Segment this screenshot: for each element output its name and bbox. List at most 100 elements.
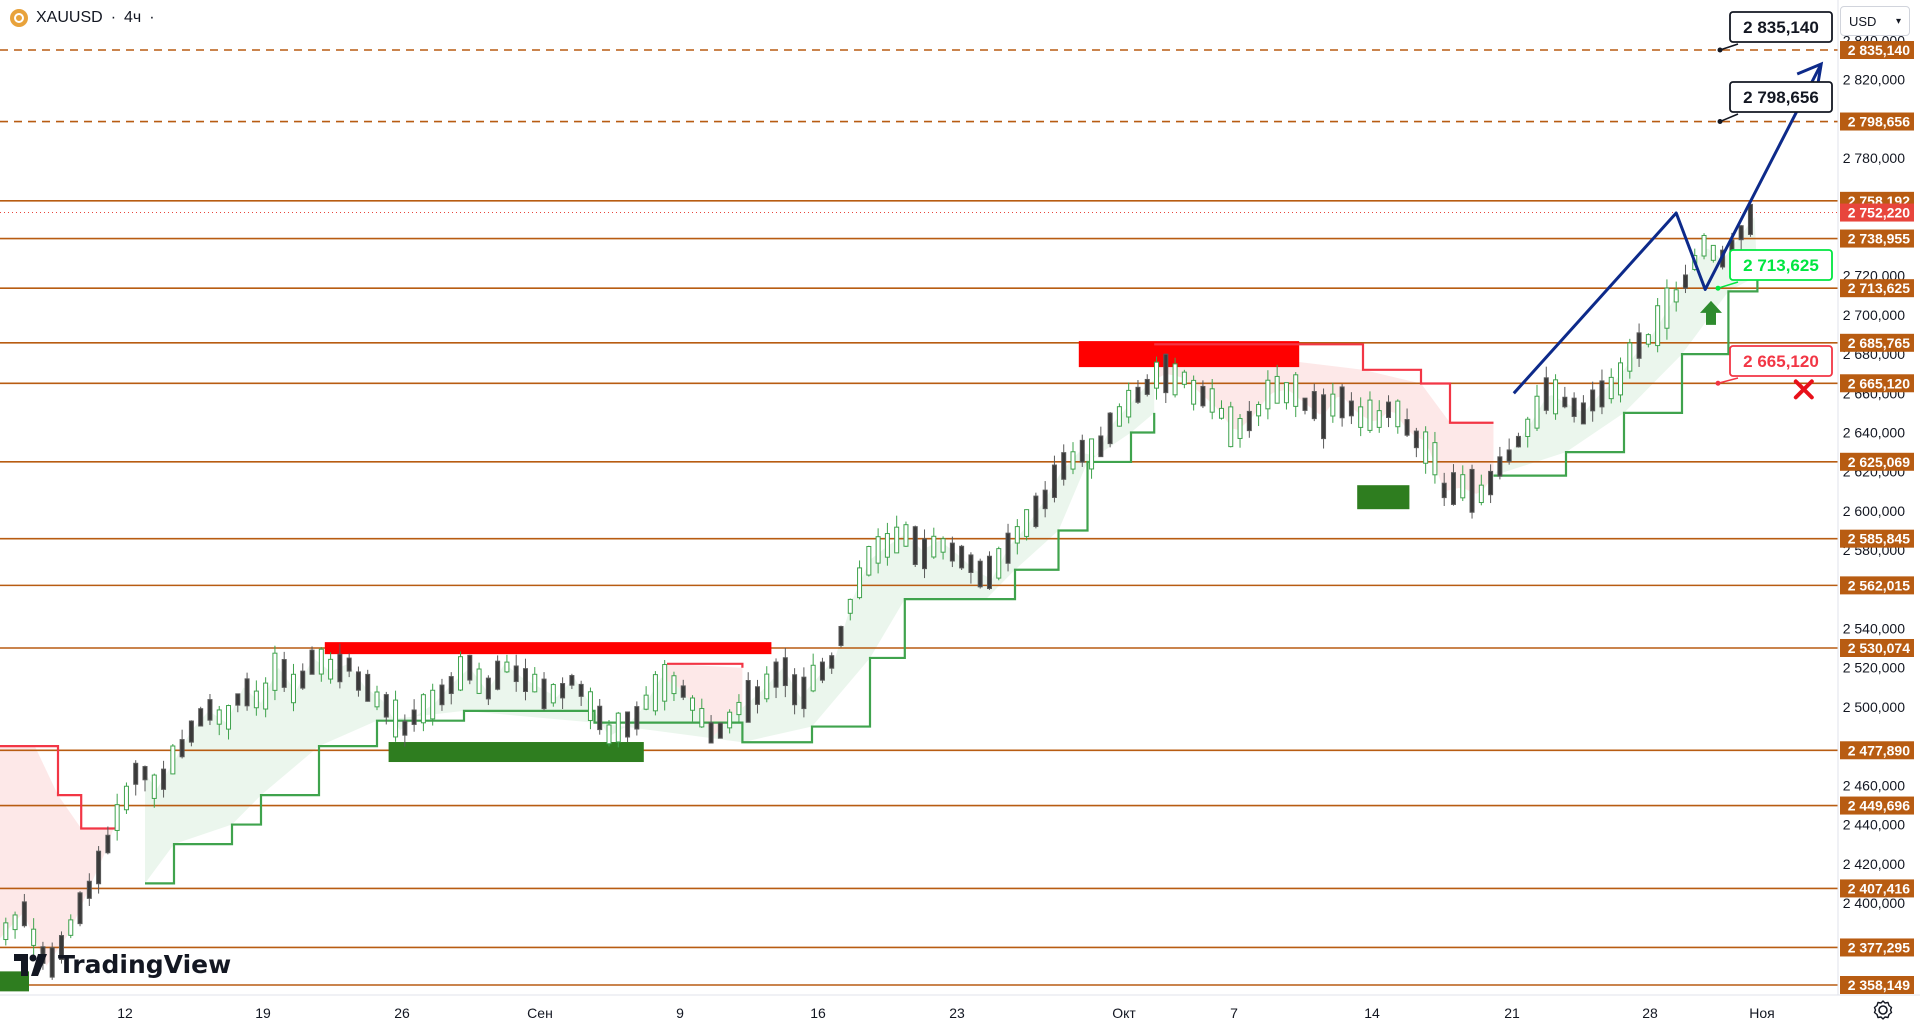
candle-body [1673,289,1679,303]
candle-body [495,660,501,690]
candle-body [1321,394,1327,440]
candle-body [96,850,102,885]
candle-body [1710,244,1716,261]
candle-body [207,699,213,721]
callout-box [1729,249,1833,281]
candle-body [690,697,696,711]
forecast-path [1512,63,1823,395]
candle-body [226,705,232,730]
candle-body [1237,418,1243,439]
candle-body [1562,396,1568,408]
candle-body [68,919,74,936]
callout-box [1729,81,1833,113]
current-price-label-bg [1840,203,1914,222]
candle-body [1302,397,1308,411]
candle-body [1256,404,1262,417]
candle-body [986,555,992,590]
candle-body [1061,452,1067,480]
price-tick-label: 2 640,000 [1843,425,1905,441]
candle-body [1209,388,1215,413]
candle-body [1163,353,1169,394]
level-label-bg [1840,879,1914,898]
level-label-bg [1840,112,1914,131]
candle-body [1191,379,1197,405]
tradingview-watermark[interactable]: TradingView [14,950,231,979]
candle-body [216,709,222,725]
candle-body [12,914,18,931]
gold-symbol-icon [10,9,28,27]
candle-body [346,657,352,672]
time-tick-label: 9 [676,1005,684,1021]
time-axis[interactable]: 12 19 26 Сен 9 16 23 Окт 7 14 21 28 Ноя [117,1005,1775,1021]
level-label: 2 585,845 [1848,531,1910,547]
currency-value: USD [1849,13,1877,29]
candle-body [1747,203,1753,235]
candle-body [1376,410,1382,428]
candle-body [560,683,566,699]
candle-body [49,947,55,978]
candle-body [1154,361,1160,389]
candle-body [1488,470,1494,496]
candle-body [1664,287,1670,329]
symbol-header[interactable]: XAUUSD · 4ч · [10,6,155,30]
candle-body [634,706,640,730]
candle-body [1107,412,1113,445]
candle-body [188,720,194,743]
time-tick-label: 19 [255,1005,271,1021]
currency-selector[interactable]: USD ▾ [1840,6,1910,36]
candle-body [1645,334,1651,345]
candle-body [439,684,445,706]
zones-layer [0,341,1410,992]
candle-body [1348,400,1354,417]
candle-body [1089,438,1095,470]
candle-body [1413,430,1419,449]
current-price-label: 2 752,220 [1848,205,1910,221]
candle-body [467,654,473,681]
price-tick-label: 2 820,000 [1843,72,1905,88]
stop-cross-icon [1793,379,1814,400]
resistance-zone [324,642,772,655]
candle-body [355,671,361,691]
candle-body [1655,305,1661,347]
candle-body [606,724,612,745]
candle-body [847,598,853,614]
candle-body [1172,363,1178,396]
forecast-layer [1512,61,1824,400]
candle-body [476,668,482,694]
candle-body [198,708,204,727]
price-tick-label: 2 540,000 [1843,621,1905,637]
candle-body [393,699,399,738]
level-label: 2 835,140 [1848,42,1910,58]
candle-body [420,694,426,724]
level-label: 2 713,625 [1848,280,1910,296]
callout-anchor-dot [1715,380,1721,386]
candle-body [1293,374,1299,407]
support-zone [388,742,644,763]
candle-body [857,567,863,599]
candle-body [1432,442,1438,476]
candle-body [949,542,955,562]
level-label-bg [1840,796,1914,815]
candle-body [300,670,306,689]
candle-body [931,535,937,558]
callout-leader [1719,43,1739,51]
candle-body [1311,391,1317,420]
candle-body [1042,489,1048,510]
candle-body [1246,410,1252,432]
price-tick-label: 2 700,000 [1843,307,1905,323]
level-label: 2 358,149 [1848,977,1910,993]
gear-icon[interactable] [1871,998,1895,1022]
level-label-bg [1840,529,1914,548]
price-tick-label: 2 420,000 [1843,856,1905,872]
candle-body [365,673,371,702]
level-label-bg [1840,576,1914,595]
candle-body [652,674,658,712]
candle-body [504,661,510,673]
candle-body [1627,342,1633,372]
red-trailing-stop [667,662,744,668]
candle-body [485,677,491,700]
candle-body [1460,474,1466,499]
